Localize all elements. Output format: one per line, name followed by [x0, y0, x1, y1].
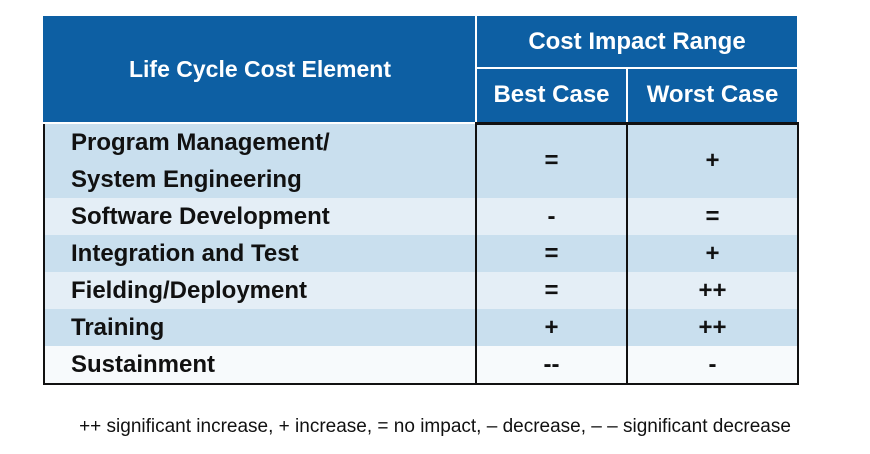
cost-table: Life Cycle Cost Element Cost Impact Rang… [43, 14, 799, 385]
worst-case: ++ [626, 309, 799, 346]
table-row: Integration and Test = + [43, 235, 799, 272]
best-case: = [475, 235, 628, 272]
table-row: Fielding/Deployment = ++ [43, 272, 799, 309]
worst-case: - [626, 346, 799, 385]
table-row: Software Development - = [43, 198, 799, 235]
header-best: Best Case [475, 67, 628, 125]
worst-case: + [626, 235, 799, 272]
worst-case: = [626, 198, 799, 235]
footnote: ++ significant increase, + increase, = n… [79, 416, 791, 437]
best-case: + [475, 309, 628, 346]
cost-element: Software Development [43, 198, 477, 235]
cost-element: Sustainment [43, 346, 477, 385]
table-row: Sustainment -- - [43, 346, 799, 385]
cost-element: Integration and Test [43, 235, 477, 272]
cost-element: Training [43, 309, 477, 346]
best-case: -- [475, 346, 628, 385]
best-case: - [475, 198, 628, 235]
cost-element: Fielding/Deployment [43, 272, 477, 309]
cost-element: Program Management/ System Engineering [43, 123, 477, 198]
header-group: Cost Impact Range [475, 14, 799, 69]
best-case: = [475, 123, 628, 198]
worst-case: + [626, 123, 799, 198]
header-worst: Worst Case [626, 67, 799, 125]
worst-case: ++ [626, 272, 799, 309]
table-row: Training + ++ [43, 309, 799, 346]
header-element: Life Cycle Cost Element [43, 14, 477, 124]
table-body: Program Management/ System Engineering = +… [43, 123, 799, 385]
best-case: = [475, 272, 628, 309]
table-row: Program Management/ System Engineering = + [43, 123, 799, 198]
